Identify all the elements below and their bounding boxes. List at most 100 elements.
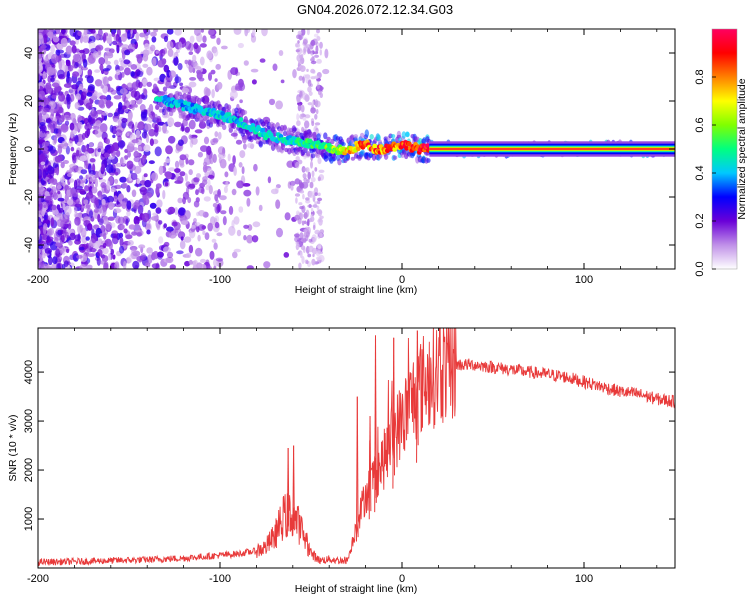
noise-speckle <box>297 40 300 44</box>
noise-speckle <box>38 183 42 188</box>
noise-speckle <box>143 144 151 152</box>
noise-speckle <box>201 225 207 230</box>
noise-speckle <box>40 189 44 196</box>
noise-speckle <box>50 53 59 64</box>
noise-speckle <box>95 120 102 127</box>
ridge-halo <box>226 104 232 111</box>
noise-speckle <box>45 85 51 94</box>
noise-speckle <box>310 160 313 169</box>
noise-speckle <box>217 188 222 198</box>
noise-speckle <box>69 232 76 241</box>
noise-speckle <box>70 146 75 152</box>
noise-speckle <box>134 165 142 174</box>
noise-speckle <box>126 210 131 217</box>
noise-speckle <box>296 34 301 39</box>
noise-speckle <box>261 29 268 37</box>
noise-speckle <box>88 35 96 44</box>
noise-speckle <box>202 35 207 43</box>
noise-speckle <box>219 158 227 169</box>
noise-speckle <box>246 265 254 269</box>
noise-speckle <box>85 192 94 199</box>
noise-speckle <box>306 29 310 36</box>
noise-speckle <box>40 180 47 185</box>
noise-speckle <box>104 152 110 158</box>
ridge-halo <box>371 152 377 161</box>
noise-speckle <box>98 204 107 214</box>
spectrogram-y-ticks: -40 -20 0 20 40 <box>23 47 675 253</box>
spectrogram-x-ticks: -200 -100 0 100 <box>27 29 658 286</box>
noise-speckle <box>121 201 127 210</box>
noise-speckle <box>83 29 88 36</box>
noise-speckle <box>151 36 157 43</box>
noise-speckle <box>310 213 314 219</box>
noise-speckle <box>64 212 70 219</box>
noise-speckle <box>220 210 227 215</box>
noise-speckle <box>230 132 238 137</box>
noise-speckle <box>78 57 82 65</box>
noise-speckle <box>41 146 49 151</box>
noise-speckle <box>314 99 319 108</box>
noise-speckle <box>179 240 186 250</box>
noise-speckle <box>57 69 65 79</box>
noise-speckle <box>61 29 66 34</box>
colorbar-label: Normalized spectral amplitude <box>736 78 748 219</box>
noise-speckle <box>55 213 63 218</box>
noise-speckle <box>102 215 109 225</box>
colorbar-tick-label: 0.6 <box>694 117 706 132</box>
noise-speckle <box>192 54 197 63</box>
noise-speckle <box>146 81 152 87</box>
noise-speckle <box>72 71 80 78</box>
noise-speckle <box>112 254 116 260</box>
noise-speckle <box>42 113 50 120</box>
noise-speckle <box>74 203 82 208</box>
noise-speckle <box>207 222 213 232</box>
noise-speckle <box>72 154 77 164</box>
noise-speckle <box>128 121 135 129</box>
snr-panel: -200 -100 0 100 1000 2000 3000 4000 Height of … <box>7 327 676 595</box>
noise-speckle <box>145 134 149 144</box>
noise-speckle <box>237 42 244 49</box>
noise-speckle <box>82 48 90 55</box>
noise-speckle <box>317 192 321 197</box>
noise-speckle <box>102 76 109 86</box>
noise-speckle <box>123 260 127 269</box>
noise-speckle <box>297 30 302 36</box>
noise-speckle <box>38 261 42 268</box>
noise-speckle <box>88 210 93 219</box>
noise-speckle <box>152 212 158 217</box>
noise-speckle <box>74 61 79 69</box>
noise-speckle <box>208 72 212 81</box>
noise-speckle <box>295 156 300 161</box>
noise-speckle <box>317 157 322 165</box>
noise-speckle <box>112 195 118 202</box>
noise-speckle <box>114 72 122 81</box>
noise-speckle <box>195 197 200 203</box>
x-tick-label: 0 <box>399 573 405 585</box>
noise-speckle <box>85 248 90 253</box>
noise-speckle <box>152 57 157 67</box>
noise-speckle <box>67 223 72 230</box>
noise-speckle <box>83 199 89 205</box>
noise-speckle <box>168 135 176 144</box>
noise-speckle <box>134 121 138 131</box>
noise-speckle <box>289 180 296 187</box>
noise-speckle <box>134 104 138 108</box>
noise-speckle <box>311 100 315 107</box>
noise-speckle <box>121 121 127 129</box>
noise-speckle <box>221 45 228 50</box>
noise-speckle <box>208 266 213 269</box>
ridge-halo <box>159 92 164 98</box>
noise-speckle <box>251 235 259 243</box>
noise-speckle <box>107 253 112 261</box>
noise-speckle <box>76 141 82 147</box>
noise-speckle <box>144 43 150 50</box>
noise-speckle <box>306 179 310 184</box>
noise-speckle <box>86 92 93 97</box>
noise-speckle <box>146 229 151 235</box>
ridge-halo <box>364 129 369 138</box>
noise-speckle <box>98 218 104 226</box>
noise-speckle <box>38 221 42 226</box>
snr-spike <box>356 396 359 538</box>
noise-speckle <box>197 151 203 158</box>
